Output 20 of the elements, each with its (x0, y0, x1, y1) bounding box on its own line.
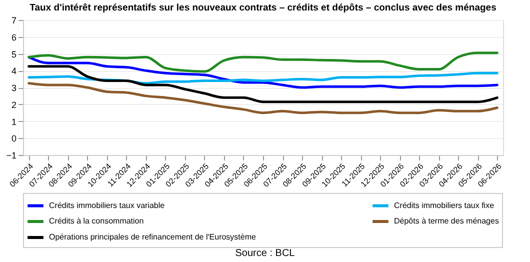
chart-title: Taux d'intérêt représentatifs sur les nouveaux contrats – crédits et dépôts – conclus avec des ménages (30, 2, 496, 14)
y-tick-label: 5 (11, 49, 16, 60)
legend-label: Crédits à la consommation (49, 216, 144, 226)
legend-label: Crédits immobiliers taux variable (49, 200, 166, 210)
y-tick-label: 6 (11, 32, 16, 42)
legend-label: Crédits immobiliers taux fixe (394, 200, 495, 210)
y-tick-label: 1 (11, 116, 16, 127)
y-tick-label: 0 (11, 134, 16, 144)
y-tick-label: 4 (11, 66, 16, 76)
legend-label: Dépôts à terme des ménages (394, 216, 499, 226)
source-note: Source : BCL (234, 248, 296, 259)
line-series (28, 56, 498, 89)
y-tick-label: 7 (11, 16, 16, 26)
line-series (28, 52, 498, 73)
line-series (28, 65, 498, 104)
line-series (28, 82, 498, 114)
y-tick-label: −1 (6, 150, 16, 160)
legend-label: Opérations principales de refinancement de l'Eurosystème (49, 232, 257, 242)
y-tick-label: 3 (11, 83, 16, 93)
y-tick-label: 2 (11, 100, 16, 110)
